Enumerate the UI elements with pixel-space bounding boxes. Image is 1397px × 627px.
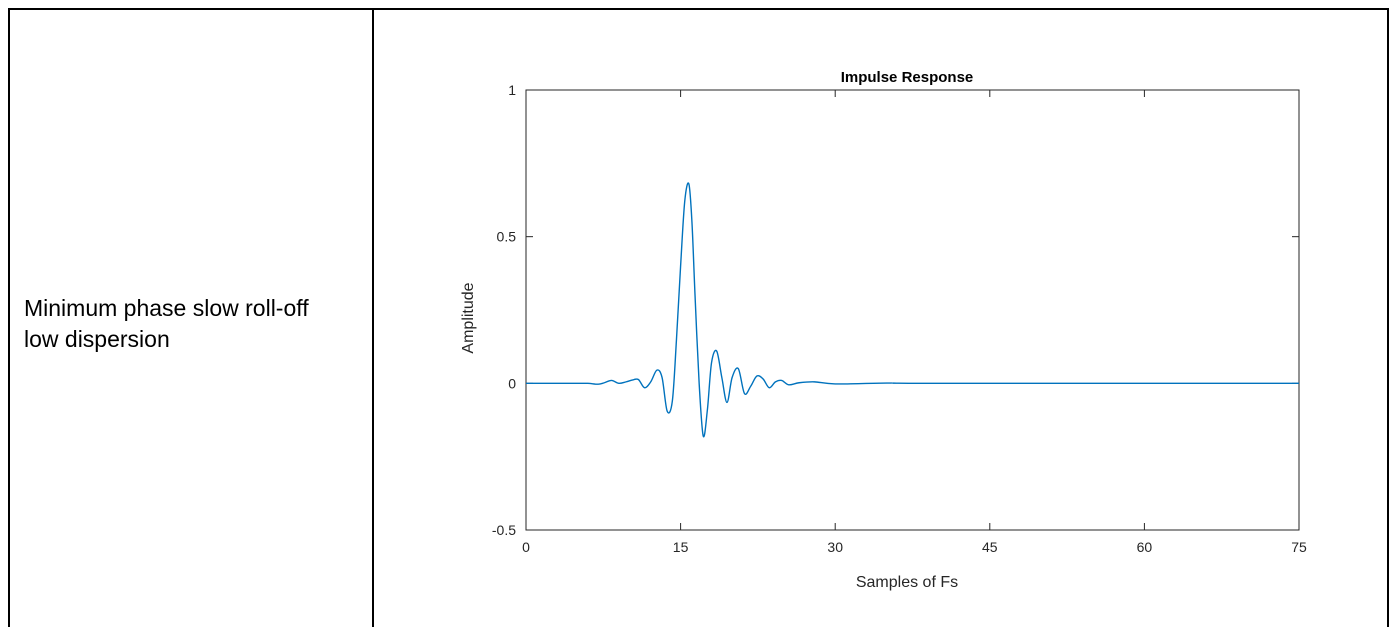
x-tick-label: 75 bbox=[1291, 539, 1307, 555]
plot-area-box bbox=[525, 89, 1300, 531]
impulse-response-line bbox=[526, 182, 1300, 438]
y-tick-label: 1 bbox=[508, 82, 516, 98]
y-tick-label: -0.5 bbox=[492, 522, 516, 538]
x-tick-label: 30 bbox=[827, 539, 843, 555]
chart-title: Impulse Response bbox=[841, 69, 974, 86]
filter-description-line1: Minimum phase slow roll-off bbox=[24, 295, 309, 321]
y-axis-label: Amplitude bbox=[460, 282, 477, 353]
x-axis-label: Samples of Fs bbox=[856, 574, 958, 591]
x-tick-label: 15 bbox=[673, 539, 689, 555]
filter-description: Minimum phase slow roll-off low dispersi… bbox=[24, 293, 364, 355]
description-cell: Minimum phase slow roll-off low dispersi… bbox=[8, 8, 374, 627]
filter-description-line2: low dispersion bbox=[24, 326, 170, 352]
x-tick-label: 60 bbox=[1137, 539, 1153, 555]
x-tick-label: 45 bbox=[982, 539, 998, 555]
y-tick-label: 0.5 bbox=[497, 229, 517, 245]
impulse-response-chart: Impulse Response Amplitude Samples of Fs… bbox=[460, 69, 1307, 591]
y-tick-label: 0 bbox=[508, 375, 516, 391]
x-tick-label: 0 bbox=[522, 539, 530, 555]
chart-cell: Impulse Response Amplitude Samples of Fs… bbox=[372, 8, 1389, 627]
